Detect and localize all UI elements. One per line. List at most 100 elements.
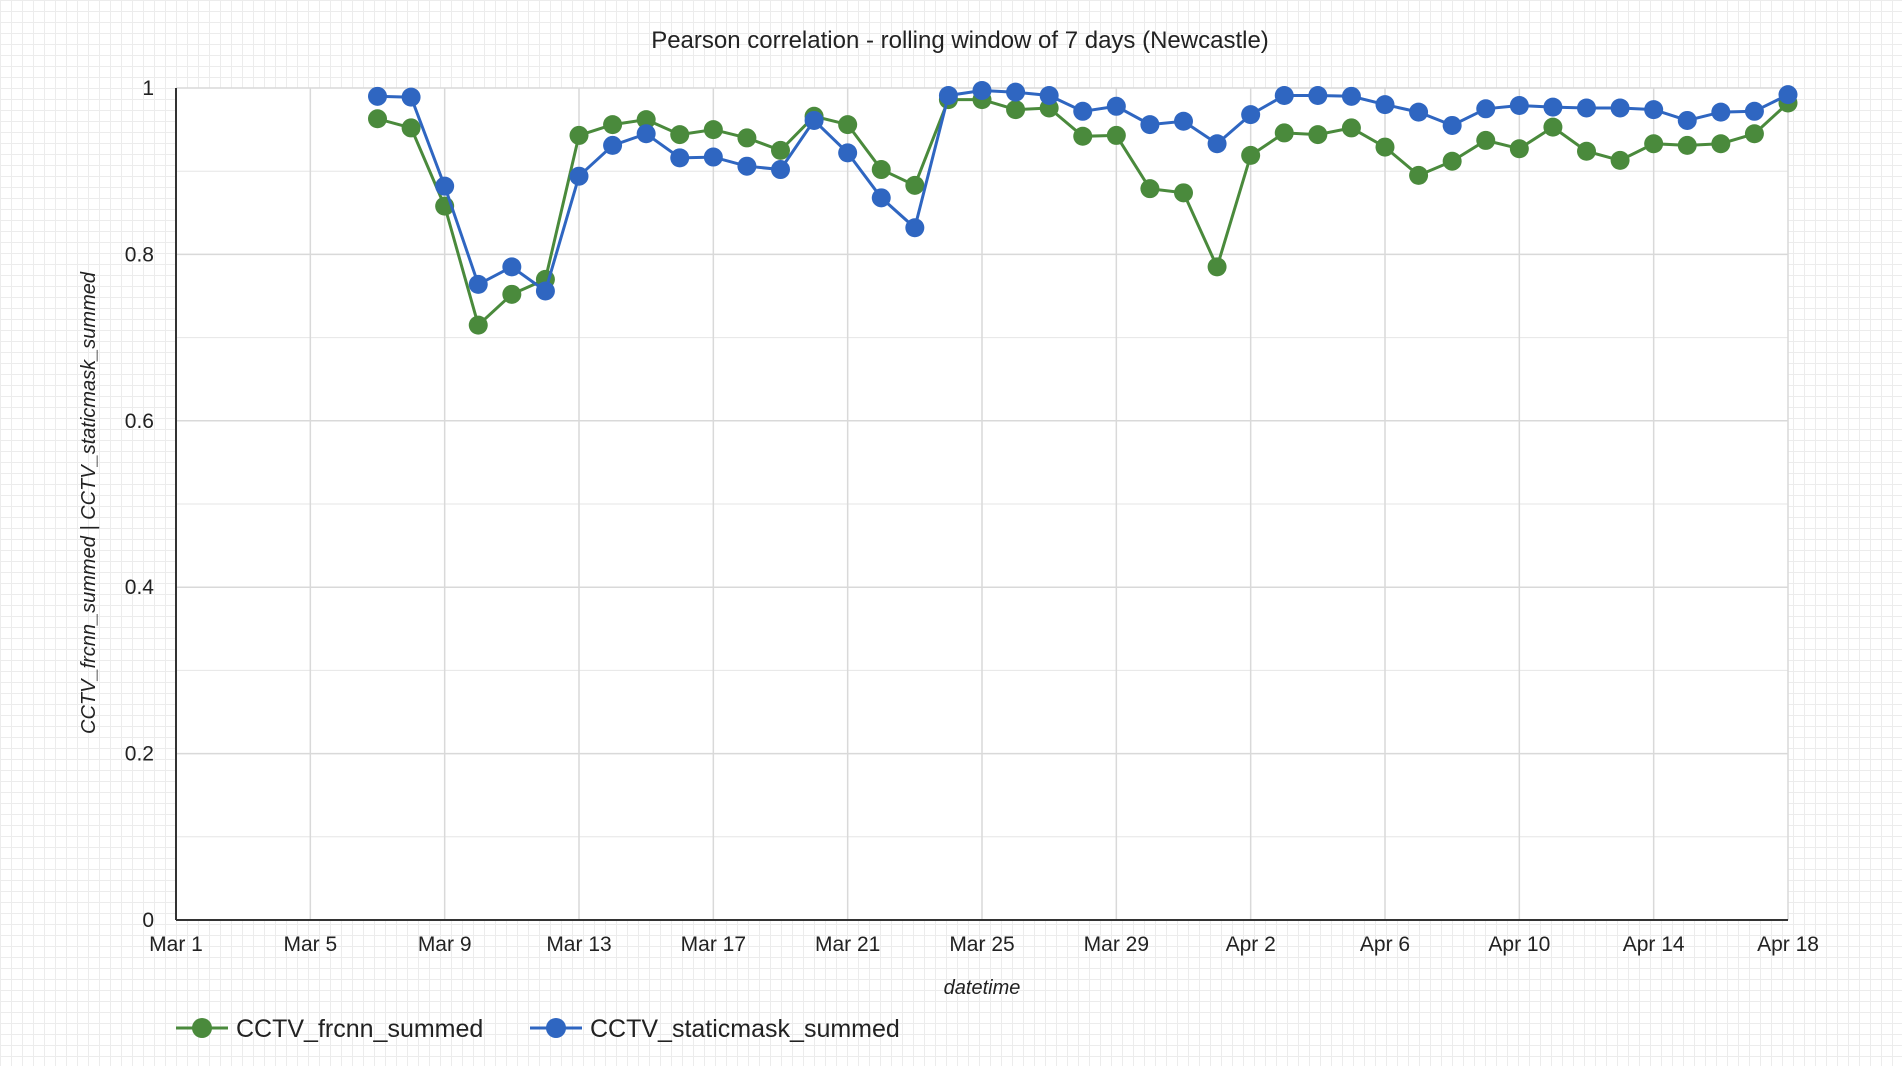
- y-tick-label: 0: [142, 909, 154, 932]
- x-tick-label: Apr 18: [1757, 933, 1819, 956]
- y-axis-title: CCTV_frcnn_summed | CCTV_staticmask_summ…: [78, 271, 100, 734]
- legend-marker: [192, 1018, 212, 1038]
- x-tick-label: Mar 13: [546, 933, 611, 956]
- x-tick-label: Mar 29: [1084, 933, 1149, 956]
- data-point: [1744, 124, 1764, 144]
- legend: CCTV_frcnn_summed CCTV_staticmask_summed: [176, 1015, 900, 1043]
- data-point: [1241, 145, 1261, 165]
- data-point: [1073, 101, 1093, 121]
- legend-item: CCTV_frcnn_summed: [176, 1015, 483, 1043]
- data-point: [1543, 97, 1563, 117]
- data-point: [636, 110, 656, 130]
- x-tick-label: Mar 5: [283, 933, 337, 956]
- data-point: [1106, 125, 1126, 145]
- data-point: [972, 80, 992, 100]
- data-point: [1207, 134, 1227, 154]
- x-tick-label: Mar 1: [149, 933, 203, 956]
- axes: [175, 88, 1788, 921]
- y-tick-label: 0.2: [125, 743, 154, 766]
- legend-label: CCTV_frcnn_summed: [236, 1015, 483, 1043]
- data-point: [1006, 82, 1026, 102]
- x-tick-label: Apr 10: [1488, 933, 1550, 956]
- y-tick-label: 1: [142, 77, 154, 100]
- data-point: [1174, 111, 1193, 131]
- data-point: [838, 143, 858, 163]
- data-point: [1644, 100, 1664, 120]
- data-point: [871, 160, 891, 180]
- data-point: [1341, 118, 1361, 138]
- data-point: [737, 156, 757, 176]
- data-point: [1610, 150, 1630, 170]
- x-tick-label: Apr 2: [1226, 933, 1276, 956]
- data-point: [1509, 139, 1529, 159]
- data-point: [1375, 95, 1395, 115]
- data-point: [401, 118, 421, 138]
- data-point: [1274, 85, 1294, 105]
- series-layer: [368, 80, 1798, 335]
- data-point: [1778, 85, 1798, 105]
- data-point: [569, 125, 589, 145]
- data-point: [1140, 179, 1160, 199]
- data-point: [1341, 86, 1361, 106]
- data-point: [670, 125, 690, 145]
- chart-title: Pearson correlation - rolling window of …: [651, 27, 1269, 54]
- data-point: [1375, 137, 1395, 157]
- data-point: [1106, 96, 1126, 116]
- x-tick-label: Mar 21: [815, 933, 880, 956]
- data-point: [1644, 134, 1664, 154]
- y-tick-label: 0.4: [125, 576, 155, 599]
- data-point: [1509, 95, 1529, 115]
- data-point: [670, 148, 690, 168]
- data-point: [1274, 123, 1294, 143]
- data-point: [1409, 102, 1429, 122]
- data-point: [603, 135, 623, 155]
- data-point: [1006, 100, 1026, 120]
- data-point: [1308, 125, 1328, 145]
- data-point: [804, 110, 824, 130]
- data-point: [502, 257, 522, 277]
- x-tick-label: Apr 6: [1360, 933, 1410, 956]
- data-point: [771, 160, 790, 180]
- data-point: [502, 284, 522, 304]
- data-point: [368, 109, 387, 129]
- data-point: [1442, 115, 1462, 135]
- x-tick-labels: Mar 1 Mar 5 Mar 9 Mar 13 Mar 17 Mar 21 Mar 25 M…: [149, 933, 1819, 956]
- data-point: [1073, 126, 1093, 146]
- legend-label: CCTV_staticmask_summed: [590, 1015, 900, 1043]
- data-point: [1207, 257, 1227, 277]
- data-point: [435, 176, 455, 196]
- data-point: [871, 188, 891, 208]
- data-point: [771, 140, 790, 160]
- data-point: [1241, 105, 1261, 125]
- data-point: [1677, 135, 1697, 155]
- data-point: [569, 166, 589, 186]
- data-point: [1308, 85, 1328, 105]
- data-point: [1174, 183, 1193, 203]
- data-point: [1442, 151, 1462, 171]
- data-point: [1744, 101, 1764, 121]
- data-point: [401, 87, 421, 107]
- data-point: [1543, 117, 1563, 137]
- x-tick-label: Mar 17: [681, 933, 746, 956]
- data-point: [468, 274, 488, 294]
- x-axis-title: datetime: [944, 977, 1021, 999]
- legend-item: CCTV_staticmask_summed: [530, 1015, 900, 1043]
- data-point: [1140, 115, 1160, 135]
- data-point: [1577, 141, 1596, 161]
- data-point: [1711, 102, 1731, 122]
- y-tick-label: 0.8: [125, 243, 154, 266]
- x-tick-label: Apr 14: [1623, 933, 1685, 956]
- data-point: [636, 124, 656, 144]
- data-point: [703, 147, 723, 167]
- data-point: [1476, 99, 1496, 119]
- data-point: [737, 128, 757, 148]
- data-point: [535, 281, 555, 301]
- data-point: [1577, 98, 1596, 118]
- data-point: [603, 115, 623, 135]
- data-point: [905, 218, 925, 238]
- data-point: [1610, 98, 1630, 118]
- y-tick-labels: 0 0.2 0.4 0.6 0.8 1: [125, 77, 155, 932]
- data-point: [1039, 85, 1059, 105]
- data-point: [1677, 110, 1697, 130]
- data-point: [703, 120, 723, 140]
